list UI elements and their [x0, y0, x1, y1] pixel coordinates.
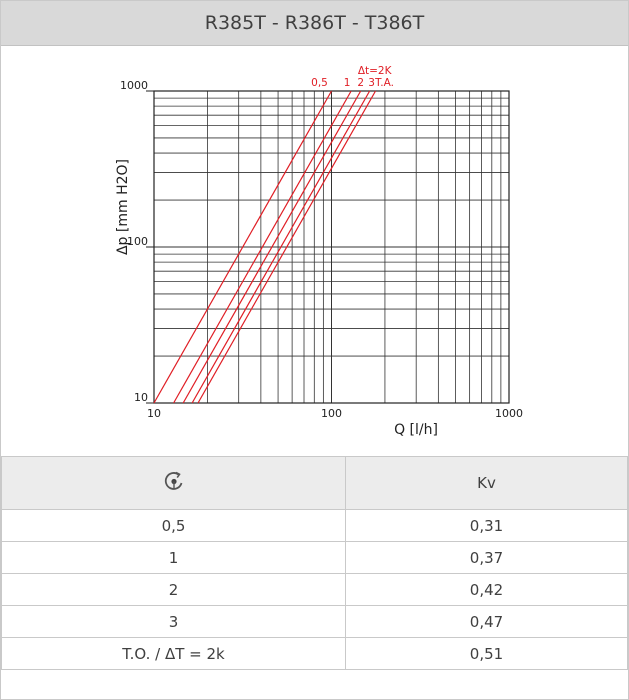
series-line: [182, 90, 362, 404]
x-tick-label: 100: [321, 407, 342, 420]
y-tick-label: 100: [127, 235, 148, 248]
series-label: T.A.: [374, 77, 394, 89]
setting-cell: 2: [1, 573, 346, 606]
kv-cell: 0,37: [345, 541, 628, 574]
chart-grid: [146, 90, 510, 404]
chart-series: [153, 90, 377, 404]
series-line: [197, 90, 377, 404]
table-row: T.O. / ΔT = 2k 0,51: [1, 637, 628, 670]
setting-dial-icon: [164, 471, 182, 490]
title-text: R385T - R386T - T386T: [204, 12, 425, 34]
setting-cell: T.O. / ΔT = 2k: [1, 637, 346, 670]
table-row: 2 0,42: [1, 573, 628, 606]
kv-cell: 0,51: [345, 637, 628, 670]
table-header-row: Kv: [1, 456, 628, 510]
setting-cell: 3: [1, 605, 346, 638]
page-title: R385T - R386T - T386T: [1, 1, 628, 46]
setting-column-header: [1, 456, 346, 510]
x-axis-title: Q [l/h]: [394, 422, 438, 438]
y-tick-label: 1000: [120, 79, 148, 92]
y-axis-title: Δp [mm H2O]: [115, 159, 131, 255]
kv-cell: 0,31: [345, 509, 628, 542]
chart-area: 0,5 1 2 3 T.A. Δt=2K 10 100 1000 10 100 1000 Q [l/h]…: [1, 46, 628, 456]
series-line: [153, 90, 333, 404]
table-row: 3 0,47: [1, 605, 628, 638]
kv-cell: 0,42: [345, 573, 628, 606]
series-label: 0,5: [311, 77, 328, 89]
kv-column-header: Kv: [345, 456, 628, 510]
table-row: 0,5 0,31: [1, 509, 628, 542]
table-row: 1 0,37: [1, 541, 628, 574]
pressure-flow-chart: 0,5 1 2 3 T.A.Δt=2K 10 100 1000 10 100 1000 Q [l/h]…: [115, 65, 523, 438]
kv-cell: 0,47: [345, 605, 628, 638]
series-label: 3: [368, 77, 375, 89]
x-tick-label: 10: [147, 407, 161, 420]
x-tick-label: 1000: [495, 407, 523, 420]
setting-cell: 1: [1, 541, 346, 574]
chart-annotation: Δt=2K: [358, 65, 393, 77]
kv-table: Kv 0,5 0,31 1 0,37 2 0,42 3 0,47 T.O. / …: [1, 456, 628, 670]
chart-labels: 0,5 1 2 3 T.A.Δt=2K 10 100 1000 10 100 1000 Q [l/h]…: [115, 65, 523, 438]
y-tick-label: 10: [134, 391, 148, 404]
series-label: 1: [344, 77, 351, 89]
series-line: [173, 90, 352, 404]
setting-cell: 0,5: [1, 509, 346, 542]
series-label: 2: [357, 77, 364, 89]
series-line: [191, 90, 371, 404]
